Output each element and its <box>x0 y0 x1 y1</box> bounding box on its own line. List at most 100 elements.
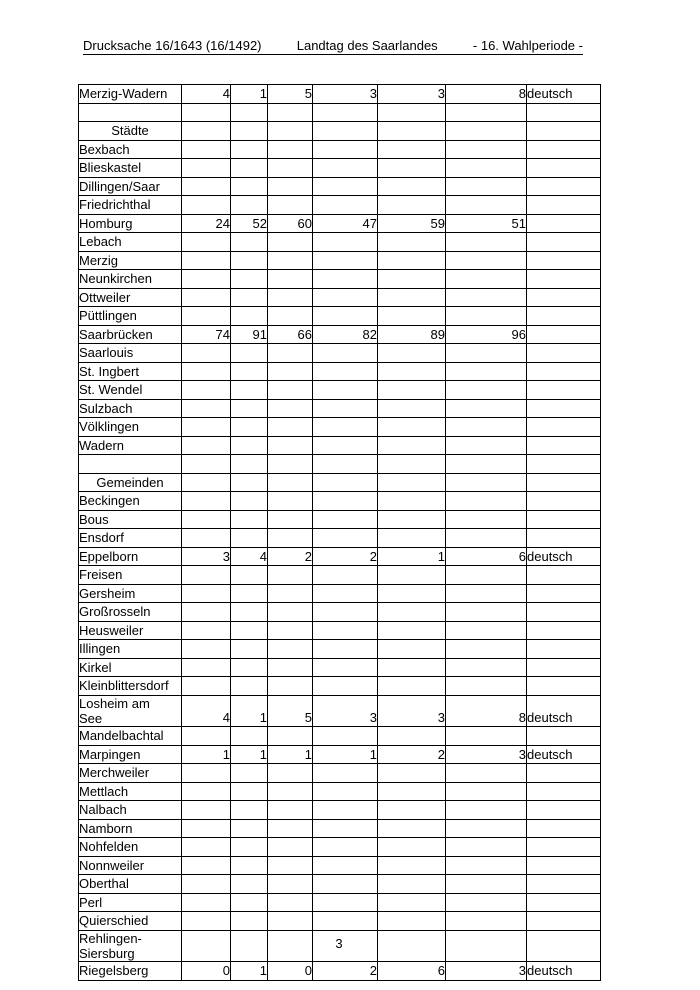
row-label-cell: Neunkirchen <box>78 269 182 289</box>
value-cell-1 <box>181 565 231 585</box>
value-cell-1 <box>181 657 231 677</box>
language-cell <box>526 398 601 418</box>
language-cell <box>526 324 601 344</box>
value-cell-5 <box>377 491 446 511</box>
language-cell <box>526 250 601 270</box>
value-cell-3 <box>267 472 313 492</box>
row-label-cell: Eppelborn <box>78 546 182 566</box>
value-cell-6 <box>445 287 527 307</box>
row-label-cell <box>78 102 182 122</box>
value-cell-4 <box>312 855 378 875</box>
value-cell-2 <box>230 361 268 381</box>
value-cell-3 <box>267 911 313 931</box>
value-cell-6 <box>445 639 527 659</box>
value-cell-3 <box>267 781 313 801</box>
value-cell-2 <box>230 657 268 677</box>
language-cell <box>526 195 601 215</box>
table-row <box>78 454 601 474</box>
value-cell-1 <box>181 911 231 931</box>
table-row: Kleinblittersdorf <box>78 676 601 696</box>
value-cell-1 <box>181 250 231 270</box>
value-cell-6 <box>445 232 527 252</box>
language-cell <box>526 892 601 912</box>
value-cell-2: 52 <box>230 213 268 233</box>
row-label-cell: Marpingen <box>78 744 182 764</box>
value-cell-2 <box>230 800 268 820</box>
table-row: Perl <box>78 892 601 912</box>
value-cell-6 <box>445 121 527 141</box>
row-label-cell: St. Ingbert <box>78 361 182 381</box>
table-row: Völklingen <box>78 417 601 437</box>
value-cell-4 <box>312 892 378 912</box>
value-cell-6 <box>445 250 527 270</box>
value-cell-1: 3 <box>181 546 231 566</box>
language-cell <box>526 213 601 233</box>
value-cell-6 <box>445 528 527 548</box>
value-cell-2 <box>230 250 268 270</box>
value-cell-5 <box>377 602 446 622</box>
table-row: Merzig <box>78 250 601 270</box>
language-cell: deutsch <box>526 546 601 566</box>
table-row: Großrosseln <box>78 602 601 622</box>
value-cell-6 <box>445 195 527 215</box>
value-cell-1 <box>181 763 231 783</box>
value-cell-4 <box>312 232 378 252</box>
value-cell-5 <box>377 892 446 912</box>
value-cell-1 <box>181 781 231 801</box>
value-cell-3 <box>267 657 313 677</box>
table-row: Merchweiler <box>78 763 601 783</box>
table-row: Püttlingen <box>78 306 601 326</box>
value-cell-3 <box>267 361 313 381</box>
value-cell-5 <box>377 306 446 326</box>
value-cell-6 <box>445 435 527 455</box>
legislative-period: - 16. Wahlperiode - <box>472 38 583 53</box>
municipality-table: Merzig-Wadern 4 1 5 3 3 8 deutsch Städte <box>78 84 601 981</box>
value-cell-1 <box>181 602 231 622</box>
value-cell-3 <box>267 287 313 307</box>
value-cell-1 <box>181 232 231 252</box>
value-cell-6 <box>445 380 527 400</box>
value-cell-3 <box>267 639 313 659</box>
value-cell-2: 4 <box>230 546 268 566</box>
language-cell <box>526 472 601 492</box>
table-row: Gersheim <box>78 583 601 603</box>
value-cell-4 <box>312 620 378 640</box>
language-cell <box>526 158 601 178</box>
value-cell-1 <box>181 195 231 215</box>
table-row: Gemeinden <box>78 472 601 492</box>
value-cell-5 <box>377 565 446 585</box>
value-cell-3 <box>267 837 313 857</box>
table-row: Lebach <box>78 232 601 252</box>
value-cell-1 <box>181 892 231 912</box>
value-cell-5 <box>377 232 446 252</box>
table-row: Neunkirchen <box>78 269 601 289</box>
value-cell-3 <box>267 417 313 437</box>
value-cell-6 <box>445 929 527 962</box>
value-cell-4 <box>312 528 378 548</box>
value-cell-3 <box>267 763 313 783</box>
table-row: Merzig-Wadern 4 1 5 3 3 8 deutsch <box>78 84 601 104</box>
row-label-cell: Wadern <box>78 435 182 455</box>
value-cell-6 <box>445 343 527 363</box>
row-label-cell: Heusweiler <box>78 620 182 640</box>
table-row: Bexbach <box>78 139 601 159</box>
value-cell-4: 82 <box>312 324 378 344</box>
value-cell-5: 3 <box>377 84 446 104</box>
row-label-cell: Namborn <box>78 818 182 838</box>
value-cell-6: 3 <box>445 744 527 764</box>
row-label-cell: Bexbach <box>78 139 182 159</box>
table-row: Marpingen 1 1 1 1 2 3 deutsch <box>78 744 601 764</box>
language-cell <box>526 509 601 529</box>
value-cell-1 <box>181 583 231 603</box>
value-cell-5 <box>377 583 446 603</box>
value-cell-4 <box>312 509 378 529</box>
language-cell <box>526 232 601 252</box>
value-cell-1 <box>181 139 231 159</box>
language-cell <box>526 800 601 820</box>
language-cell: deutsch <box>526 694 601 727</box>
value-cell-2: 1 <box>230 84 268 104</box>
table-row: Sulzbach <box>78 398 601 418</box>
value-cell-5 <box>377 763 446 783</box>
value-cell-5 <box>377 620 446 640</box>
value-cell-6: 96 <box>445 324 527 344</box>
